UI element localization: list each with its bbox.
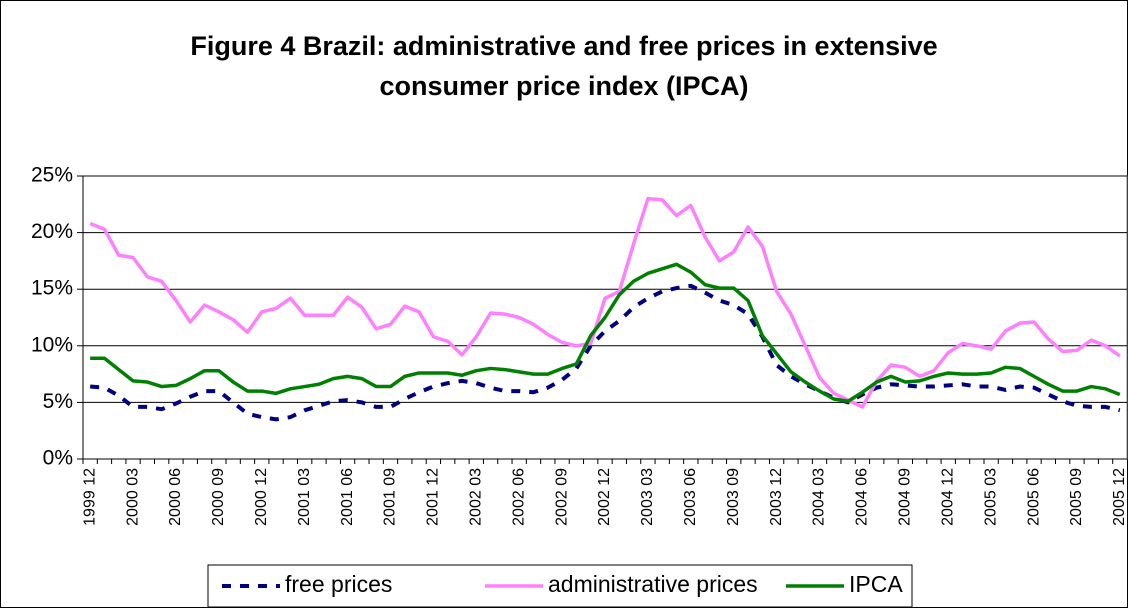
x-tick-label: 2002 06 [510,468,527,526]
y-tick-label: 0% [43,447,73,470]
x-tick-label: 2001 06 [339,468,356,526]
x-tick-label: 2002 03 [468,468,485,526]
series-line [90,262,1121,404]
x-tick-label: 2003 03 [639,468,656,526]
x-tick-label: 2002 09 [553,468,570,526]
legend: free prices administrative prices IPCA [207,564,913,608]
series-line [89,283,1121,422]
legend-label: IPCA [849,571,903,597]
x-tick-label: 2005 06 [1025,468,1042,526]
series-line [89,196,1121,409]
x-tick-label: 2000 06 [167,468,184,526]
y-tick-label: 10% [31,333,73,356]
x-tick-label: 1999 12 [81,468,98,526]
y-tick-label: 25% [31,164,73,187]
x-tick-label: 2000 12 [253,468,270,526]
legend-label: administrative prices [548,571,758,597]
x-tick-label: 2004 12 [939,468,956,526]
x-tick-label: 2005 09 [1068,468,1085,526]
x-tick-label: 2000 09 [210,468,227,526]
x-tick-label: 2000 03 [124,468,141,526]
y-tick-label: 20% [31,220,73,243]
legend-label: free prices [285,571,392,597]
x-tick-label: 2004 09 [897,468,914,526]
x-tick-label: 2004 03 [811,468,828,526]
y-tick-label: 15% [31,277,73,300]
x-tick-label: 2001 03 [296,468,313,526]
y-tick-label: 5% [43,390,73,413]
x-tick-label: 2005 12 [1111,468,1128,526]
x-tick-label: 2001 12 [425,468,442,526]
x-tick-label: 2003 06 [682,468,699,526]
x-tick-label: 2003 09 [725,468,742,526]
chart-title: Figure 4 Brazil: administrative and free… [190,31,938,101]
x-tick-label: 2002 12 [596,468,613,526]
x-tick-label: 2005 03 [982,468,999,526]
x-tick-label: 2003 12 [768,468,785,526]
x-tick-label: 2001 09 [382,468,399,526]
x-tick-label: 2004 06 [854,468,871,526]
